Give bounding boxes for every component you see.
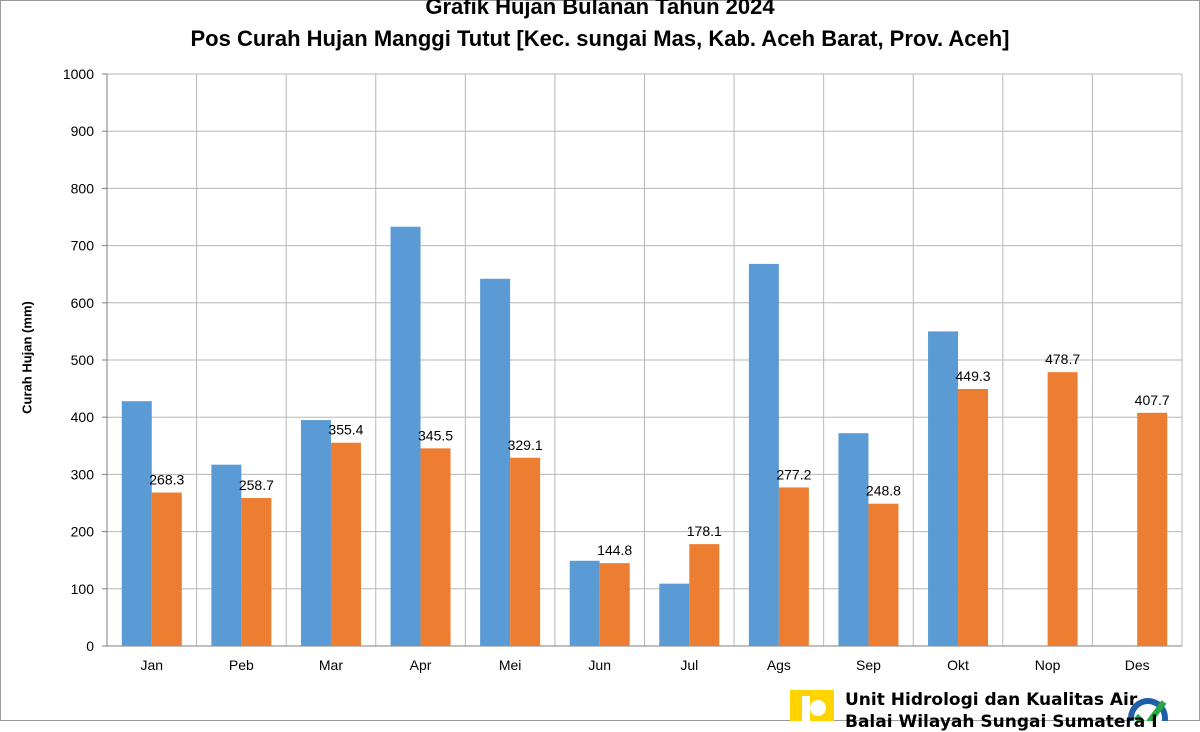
x-tick-label: Jun <box>588 657 611 673</box>
x-tick-label: Mar <box>319 657 343 673</box>
y-tick-label: 800 <box>71 180 95 196</box>
x-tick-label: Okt <box>947 657 969 673</box>
data-label: 407.7 <box>1135 392 1170 408</box>
bar <box>569 560 600 646</box>
y-tick-label: 500 <box>71 352 95 368</box>
footer: Unit Hidrologi dan Kualitas Air Balai Wi… <box>788 688 1200 732</box>
data-label: 248.8 <box>866 483 901 499</box>
x-tick-label: Des <box>1125 657 1150 673</box>
x-tick-label: Peb <box>229 657 254 673</box>
bar <box>1047 372 1078 646</box>
bar <box>778 487 809 646</box>
x-tick-label: Sep <box>856 657 881 673</box>
y-tick-label: 1000 <box>63 66 94 82</box>
data-label: 277.2 <box>776 466 811 482</box>
x-tick-label: Ags <box>767 657 791 673</box>
footer-logo-area <box>790 690 1168 721</box>
bar <box>480 278 511 646</box>
bar <box>748 263 779 646</box>
bar <box>599 563 630 646</box>
footer-unit-name: Unit Hidrologi dan Kualitas Air <box>845 690 1138 710</box>
x-tick-label: Nop <box>1035 657 1061 673</box>
data-label: 449.3 <box>956 368 991 384</box>
data-label: 355.4 <box>328 422 363 438</box>
data-label: 478.7 <box>1045 351 1080 367</box>
bar <box>420 448 451 646</box>
y-tick-label: 100 <box>71 581 95 597</box>
data-label: 178.1 <box>687 523 722 539</box>
bar <box>689 544 720 646</box>
bar <box>211 464 242 646</box>
bar <box>1137 412 1168 646</box>
footer-office-name: Balai Wilayah Sungai Sumatera I <box>845 712 1158 732</box>
x-tick-label: Apr <box>410 657 432 673</box>
data-label: 329.1 <box>508 437 543 453</box>
bar <box>510 457 541 646</box>
data-label: 268.3 <box>149 472 184 488</box>
bar <box>241 498 272 646</box>
y-tick-label: 700 <box>71 238 95 254</box>
iso-certificate-icon <box>1128 698 1168 721</box>
bar <box>838 433 869 646</box>
x-tick-label: Jul <box>680 657 698 673</box>
y-tick-label: 0 <box>86 638 94 654</box>
y-tick-label: 200 <box>71 524 95 540</box>
bar <box>659 583 690 646</box>
x-tick-label: Mei <box>499 657 522 673</box>
x-tick-label: Jan <box>141 657 164 673</box>
data-label: 258.7 <box>239 477 274 493</box>
y-tick-label: 900 <box>71 123 95 139</box>
bar <box>928 331 959 646</box>
data-label: 345.5 <box>418 427 453 443</box>
bar <box>300 420 331 646</box>
data-label: 144.8 <box>597 542 632 558</box>
y-tick-label: 600 <box>71 295 95 311</box>
y-tick-label: 400 <box>71 409 95 425</box>
bar <box>121 401 152 646</box>
bar <box>390 226 421 646</box>
bar <box>330 442 361 646</box>
chart-subtitle: Pos Curah Hujan Manggi Tutut [Kec. sunga… <box>190 26 1010 51</box>
bar <box>151 492 182 646</box>
bar <box>958 389 989 646</box>
y-tick-label: 300 <box>71 466 95 482</box>
chart-title: Grafik Hujan Bulanan Tahun 2024 <box>425 0 775 19</box>
pu-logo-icon <box>790 690 834 721</box>
bar <box>868 503 899 646</box>
